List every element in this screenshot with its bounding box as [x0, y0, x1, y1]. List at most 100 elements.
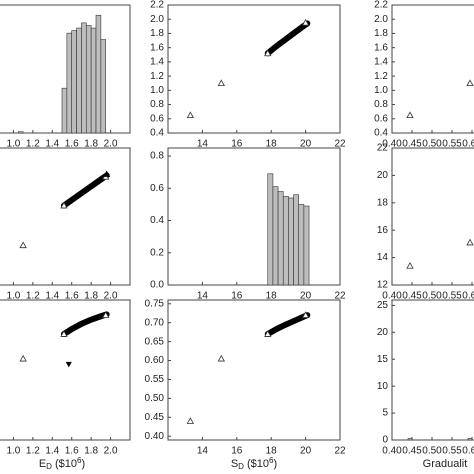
- open-triangle: [102, 311, 110, 318]
- x-tick-label: 1.6: [65, 446, 79, 457]
- histogram-bar: [71, 30, 77, 134]
- axis-title: ED ($106): [39, 456, 85, 471]
- fitted-curve: [264, 20, 311, 57]
- open-triangle: [466, 238, 474, 246]
- filled-triangle: [103, 170, 111, 177]
- histogram-bar: [76, 27, 82, 134]
- x-tick-label: 0.45: [402, 139, 422, 150]
- x-tick-label: 20: [300, 291, 312, 302]
- y-tick-label: 0.4: [150, 128, 164, 139]
- panel-frame: [167, 147, 341, 286]
- fitted-curve: [60, 172, 110, 209]
- fitted-curve: [60, 311, 110, 338]
- y-tick-label: 2.2: [150, 0, 164, 11]
- histogram-bar: [288, 197, 294, 286]
- panel-frame: [0, 299, 131, 441]
- x-tick-label: 0.55: [442, 446, 462, 457]
- open-triangle: [217, 354, 225, 362]
- y-tick-label: 0: [382, 435, 388, 446]
- x-tick-label: 2.0: [104, 139, 118, 150]
- open-triangle: [264, 330, 272, 337]
- y-tick-label: 18: [377, 197, 389, 208]
- open-triangle: [217, 79, 225, 87]
- panel-frame: [167, 299, 341, 441]
- histogram-bar: [272, 186, 279, 286]
- y-tick-label: 0.8: [150, 99, 164, 110]
- y-tick-label: 20: [377, 170, 389, 181]
- y-tick-label: 0.75: [145, 298, 165, 309]
- open-triangle: [301, 18, 310, 26]
- panel: 14 16 18 20 22 0.40 0.45 0.50 0.55 0.60 0.65 0.70 0.…: [145, 298, 346, 456]
- x-tick-label: 1.4: [45, 446, 59, 457]
- x-tick-label: 0.40: [382, 139, 402, 150]
- x-tick-label: 14: [197, 446, 209, 457]
- y-tick-label: 0.50: [145, 393, 165, 404]
- y-tick-label: 1.6: [150, 42, 164, 53]
- open-triangle: [186, 417, 195, 424]
- histogram-bar: [303, 205, 310, 286]
- x-tick-label: 2.0: [104, 291, 118, 302]
- histogram-bar: [66, 32, 73, 134]
- axis-title-part: S: [231, 458, 238, 470]
- panel-frame: [391, 4, 474, 134]
- panel: 14 16 18 20 22 0.0 0.2 0.4 0.6 0.8: [150, 147, 346, 302]
- x-tick-label: 1.0: [6, 446, 20, 457]
- y-tick-label: 25: [377, 300, 389, 311]
- panel: 1.0 1.2 1.4 1.6 1.8 2.0: [0, 299, 131, 457]
- panel-frame: [167, 4, 341, 134]
- axis-title-part: D: [46, 462, 52, 471]
- y-tick-label: 16: [377, 225, 389, 236]
- x-tick-label: 16: [231, 446, 243, 457]
- open-triangle: [186, 111, 195, 119]
- x-tick-label: 16: [231, 291, 243, 302]
- x-tick-label: 1.2: [26, 291, 40, 302]
- x-tick-label: 1.0: [6, 291, 20, 302]
- x-tick-label: 2.0: [104, 446, 118, 457]
- x-tick-label: 22: [334, 291, 346, 302]
- x-tick-label: 20: [300, 139, 312, 150]
- x-tick-label: 18: [266, 291, 278, 302]
- histogram-bar: [298, 204, 305, 286]
- y-tick-label: 1.2: [374, 71, 388, 82]
- histogram-bar: [85, 25, 92, 134]
- panel: 14 16 18 20 22 0.4 0.6 0.8 1.0 1.2 1.4 1.6 1.8 2.0 2.2: [150, 0, 346, 150]
- y-tick-label: 1.0: [150, 85, 164, 96]
- open-triangle: [60, 330, 68, 337]
- histogram-bar: [467, 438, 473, 441]
- open-triangle: [466, 79, 474, 87]
- x-tick-label: 16: [231, 139, 243, 150]
- x-tick-label: 14: [197, 291, 209, 302]
- axis-title-part: 6: [77, 456, 82, 465]
- y-tick-label: 2.0: [150, 14, 164, 25]
- panel: 1.0 1.2 1.4 1.6 1.8 2.0: [0, 147, 131, 302]
- x-tick-label: 1.4: [45, 291, 59, 302]
- x-tick-label: 18: [266, 139, 278, 150]
- panel-frame: [391, 147, 474, 286]
- y-tick-label: 1.4: [150, 57, 164, 68]
- y-tick-label: 12: [377, 280, 389, 291]
- x-tick-label: 1.0: [6, 139, 20, 150]
- x-tick-label: 0.55: [442, 139, 462, 150]
- y-tick-label: 0.55: [145, 374, 165, 385]
- histogram-bar: [61, 87, 68, 134]
- y-tick-label: 2.2: [374, 0, 388, 11]
- x-tick-label: 1.8: [84, 291, 98, 302]
- panel-frame: [391, 299, 474, 441]
- x-tick-label: 1.6: [65, 139, 79, 150]
- axis-title: SD ($106): [231, 456, 277, 471]
- x-tick-label: 20: [300, 446, 312, 457]
- x-tick-label: 1.8: [84, 446, 98, 457]
- open-triangle: [264, 49, 272, 57]
- y-tick-label: 0.60: [145, 355, 165, 366]
- y-tick-label: 0.65: [145, 336, 165, 347]
- axis-title-part: D: [238, 462, 244, 471]
- y-tick-label: 0.4: [374, 128, 388, 139]
- x-tick-label: 1.4: [45, 139, 59, 150]
- y-tick-label: 10: [377, 381, 389, 392]
- x-tick-label: 0.50: [422, 446, 442, 457]
- y-tick-label: 1.6: [374, 42, 388, 53]
- open-triangle: [406, 261, 414, 269]
- axis-title-part: 6: [269, 456, 274, 465]
- panel: 1.0 1.2 1.4 1.6 1.8 2.0: [0, 4, 131, 150]
- y-tick-label: 1.2: [150, 71, 164, 82]
